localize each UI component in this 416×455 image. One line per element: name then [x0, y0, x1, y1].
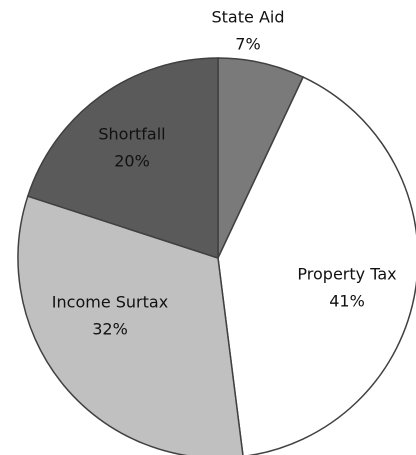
slice-label: Property Tax: [297, 265, 396, 284]
slice-label: State Aid: [212, 8, 285, 27]
slice-value-label: 7%: [235, 35, 260, 54]
pie-slice: [17, 195, 244, 455]
slice-value-label: 20%: [114, 152, 150, 171]
slice-label: Income Surtax: [52, 293, 168, 312]
slice-label: Shortfall: [98, 125, 165, 144]
slice-value-label: 32%: [92, 320, 128, 339]
slice-value-label: 41%: [329, 292, 365, 311]
pie-slice: [26, 57, 219, 260]
